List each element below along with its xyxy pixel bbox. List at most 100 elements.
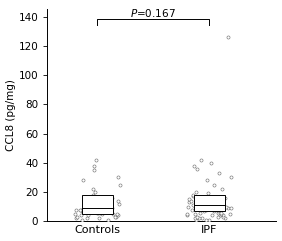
Point <box>116 202 121 206</box>
Point <box>220 187 224 191</box>
Point <box>87 203 92 207</box>
Point <box>190 193 195 197</box>
Point <box>85 216 89 220</box>
Bar <box>82 195 113 214</box>
Point <box>79 214 83 217</box>
Point <box>202 209 206 213</box>
Point <box>96 211 101 214</box>
Point <box>208 202 212 206</box>
Point <box>106 218 111 222</box>
Point <box>190 194 195 198</box>
Point <box>224 205 228 208</box>
Point <box>186 205 191 208</box>
Point <box>100 212 104 216</box>
Point <box>219 212 224 216</box>
Point <box>226 35 230 39</box>
Point <box>81 178 85 182</box>
Point <box>226 206 230 210</box>
Point <box>193 205 197 208</box>
Point <box>187 197 191 201</box>
Point <box>94 211 99 214</box>
Point <box>216 211 221 214</box>
Point <box>80 209 85 213</box>
Point <box>200 216 204 220</box>
Point <box>212 209 217 213</box>
Point <box>204 199 209 203</box>
Point <box>189 199 193 203</box>
Point <box>185 212 190 216</box>
Point <box>94 158 98 162</box>
Point <box>80 218 84 222</box>
Point <box>109 206 114 210</box>
Point <box>117 183 122 187</box>
Point <box>211 208 215 212</box>
Point <box>92 168 96 172</box>
Point <box>185 214 190 217</box>
Point <box>116 175 120 179</box>
Point <box>215 206 219 210</box>
Point <box>228 212 232 216</box>
Point <box>223 196 227 200</box>
Point <box>106 205 110 208</box>
Point <box>208 203 212 207</box>
Point <box>110 196 114 200</box>
Point <box>74 215 79 219</box>
Point <box>204 218 208 222</box>
Point <box>114 215 118 219</box>
Point <box>218 214 222 217</box>
Point <box>92 164 96 168</box>
Point <box>85 214 90 217</box>
Point <box>107 209 112 213</box>
Point <box>199 158 203 162</box>
Point <box>193 212 198 216</box>
Point <box>221 215 226 219</box>
Point <box>116 214 120 217</box>
Point <box>198 211 202 214</box>
Point <box>73 212 78 216</box>
Point <box>107 197 112 201</box>
Point <box>190 208 194 212</box>
Point <box>195 215 199 219</box>
Point <box>215 209 220 213</box>
Point <box>197 216 201 220</box>
Point <box>91 193 96 197</box>
Point <box>192 216 197 220</box>
Point <box>104 205 109 208</box>
Point <box>192 164 197 168</box>
Point <box>115 199 120 203</box>
Point <box>74 208 78 212</box>
Point <box>190 203 195 207</box>
Point <box>212 183 216 187</box>
Point <box>216 171 221 175</box>
Point <box>78 208 83 212</box>
Point <box>103 206 107 210</box>
Point <box>74 216 78 220</box>
Point <box>88 203 92 207</box>
Point <box>216 215 220 219</box>
Point <box>98 211 102 214</box>
Point <box>195 167 199 171</box>
Point <box>210 214 214 217</box>
Point <box>223 216 228 220</box>
Point <box>206 192 210 195</box>
Point <box>194 218 199 222</box>
Point <box>221 214 226 217</box>
Point <box>193 190 198 194</box>
Point <box>94 206 98 210</box>
Point <box>107 209 112 213</box>
Point <box>79 208 83 212</box>
Point <box>229 206 233 210</box>
Y-axis label: CCL8 (pg/mg): CCL8 (pg/mg) <box>6 79 16 151</box>
Bar <box>194 195 225 211</box>
Point <box>215 197 220 201</box>
Point <box>97 216 101 220</box>
Point <box>216 208 221 212</box>
Point <box>86 205 90 208</box>
Point <box>111 212 116 216</box>
Point <box>93 190 98 194</box>
Point <box>206 218 211 222</box>
Point <box>204 208 208 212</box>
Point <box>101 200 105 204</box>
Text: $\it{P}$=0.167: $\it{P}$=0.167 <box>131 7 176 19</box>
Point <box>229 175 233 179</box>
